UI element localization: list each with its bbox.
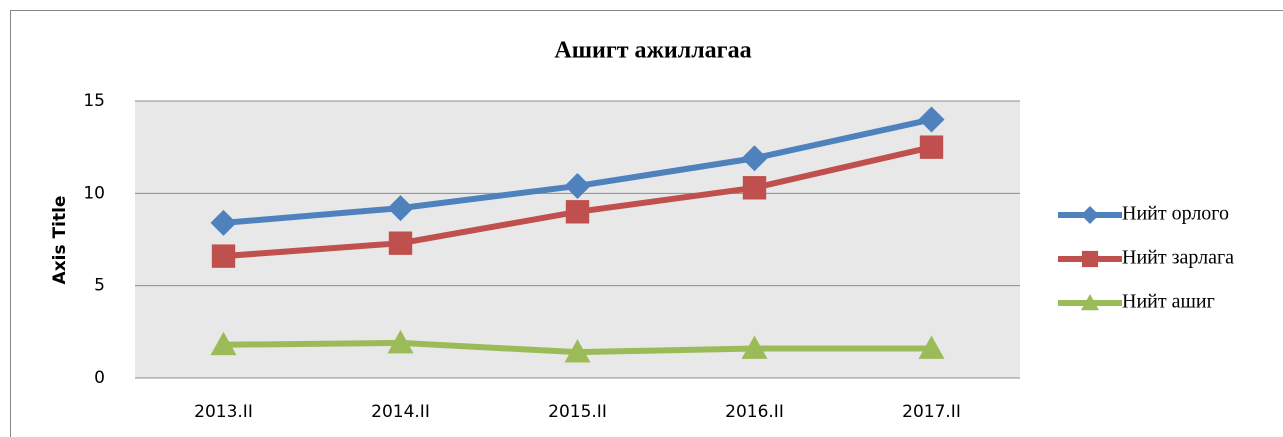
marker: [210, 209, 237, 236]
y-tick-label: 0: [94, 368, 105, 388]
marker: [742, 176, 767, 200]
x-tick-label: 2016.II: [725, 402, 784, 422]
y-tick-label: 15: [83, 91, 105, 111]
marker: [564, 339, 591, 363]
marker: [919, 135, 944, 159]
marker: [210, 331, 237, 356]
x-tick-label: 2017.II: [902, 402, 961, 422]
marker: [387, 195, 414, 222]
y-tick-label: 10: [83, 183, 105, 203]
marker: [387, 329, 414, 354]
marker: [211, 244, 236, 268]
legend-label: Нийт орлого: [1122, 203, 1229, 225]
marker: [388, 231, 413, 255]
x-tick-label: 2013.II: [194, 402, 253, 422]
marker: [741, 145, 768, 172]
marker: [1081, 206, 1099, 224]
marker: [564, 172, 591, 199]
chart-title: Ашигт ажиллагаа: [554, 38, 751, 64]
legend-label: Нийт ашиг: [1122, 291, 1215, 313]
marker: [918, 335, 945, 359]
marker: [565, 200, 590, 224]
y-axis-title: Axis Title: [50, 196, 70, 285]
y-tick-label: 5: [94, 276, 105, 296]
x-tick-label: 2015.II: [548, 402, 607, 422]
legend-label: Нийт зарлага: [1122, 247, 1234, 269]
x-tick-label: 2014.II: [371, 402, 430, 422]
marker: [741, 335, 768, 359]
marker: [1081, 250, 1099, 268]
marker: [918, 106, 945, 133]
plot-area: [135, 101, 1020, 378]
marker: [1081, 294, 1099, 311]
